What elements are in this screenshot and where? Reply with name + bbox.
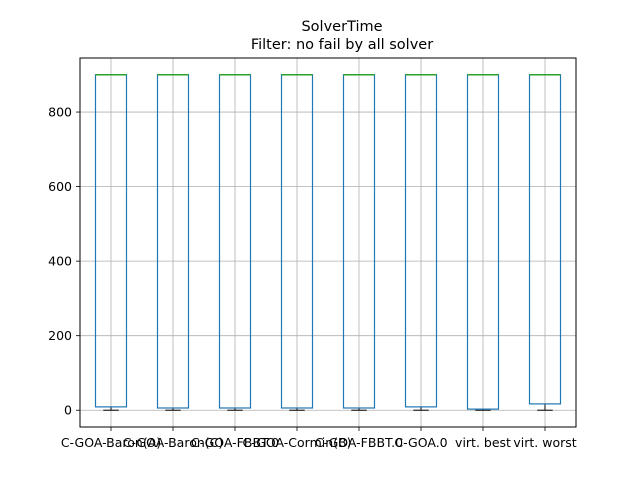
x-tick-label: virt. worst: [513, 435, 576, 450]
chart-title: SolverTime: [301, 19, 382, 35]
x-tick-label: C-GOA-FBBT.0: [191, 435, 279, 450]
chart-subtitle: Filter: no fail by all solver: [251, 37, 433, 53]
plot-frame: [79, 57, 577, 428]
x-tick-label: C-GOA-Baron(C): [123, 435, 224, 450]
x-tick-label: C-GOA-Baron(A): [61, 435, 161, 450]
x-tick-label: C-GOA-FBBT.0: [315, 435, 403, 450]
y-tick-label: 800: [48, 105, 72, 120]
x-tick-label: virt. best: [455, 435, 511, 450]
y-tick-label: 0: [64, 403, 72, 418]
y-tick-label: 600: [48, 179, 72, 194]
y-tick-label: 400: [48, 254, 72, 269]
tick-layer: 0 200 400 600 800 C-GOA-Baron(A)C-GOA-Baron(C…: [48, 105, 577, 450]
grid-layer: [80, 58, 576, 427]
y-tick-label: 200: [48, 328, 72, 343]
x-tick-label: C-GOA-Cormin(B): [243, 435, 352, 450]
box-layer: [94, 74, 562, 411]
x-tick-label: C-GOA.0: [394, 435, 447, 450]
